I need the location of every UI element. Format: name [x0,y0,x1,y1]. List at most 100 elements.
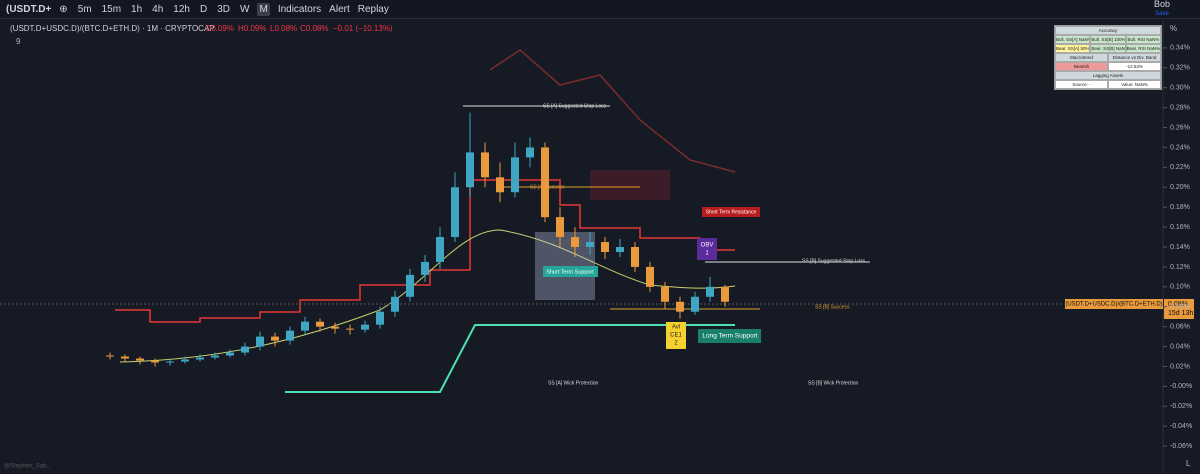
annotation: SS [B] Suggested Stop Loss [802,258,866,264]
axis-unit: % [1170,24,1177,33]
table-cell: -12.53% [1108,62,1161,71]
price-tag-bg [1164,299,1194,319]
y-tick-label: 0.04% [1170,343,1190,350]
legend-symbol: (USDT.D+USDC.D)/(BTC.D+ETH.D) · 1M · CRY… [10,24,215,33]
table-cell: Bull. SS[A] NaN% [1055,35,1091,44]
table-cell: Bull. RSI NaN% [1125,35,1161,44]
save-button[interactable]: Save [1155,11,1169,17]
candle-body [646,266,654,287]
user-name: Bob [1153,0,1170,9]
annotation: Avl [672,325,680,331]
lagging-line [489,49,736,173]
y-tick-label: 0.16% [1170,224,1190,231]
table-cell: Bear. RSI NaN% [1125,44,1161,53]
y-tick-label: -0.04% [1170,423,1192,430]
candle-body [226,352,234,356]
y-tick-label: -0.02% [1170,403,1192,410]
interval-button[interactable]: 1h [131,3,143,15]
y-tick-label: 0.02% [1170,363,1190,370]
user[interactable]: Bob Save [1154,0,1170,18]
obv-bg [697,238,717,260]
table-row: Lagging Assets [1055,71,1161,80]
toolbar: (USDT.D+ ⊕ 5m 15m 1h 4h 12h D 3D W M Indicators … [0,0,1200,19]
y-tick-label: -0.06% [1170,443,1192,450]
stats-table: Accuracy Bull. SS[A] NaN% Bull. SS[B] 100%… [1054,25,1162,90]
y-tick-label: 0.30% [1170,85,1190,92]
candle-body [586,242,594,247]
table-row: Bearish -12.53% [1055,62,1161,71]
table-cell: Distance vs Div. Band [1108,53,1161,62]
table-row: Source: - Value: NaN% [1055,80,1161,89]
y-tick-label: 0.08% [1170,304,1190,311]
y-tick-label: 0.06% [1170,323,1190,330]
candle-body [691,296,699,312]
candle-body [301,321,309,331]
candle-body [256,336,264,347]
candle-body [541,147,549,218]
candle-body [721,286,729,302]
table-cell: Macrotrend [1055,53,1108,62]
intervals: 5m 15m 1h 4h 12h D 3D W M [76,2,270,16]
candle-body [391,296,399,312]
candle-body [361,324,369,330]
y-tick-label: 0.20% [1170,184,1190,191]
interval-button[interactable]: 15m [101,3,122,15]
annotation: Short Term Support [546,269,594,275]
resistance-band [115,179,735,323]
table-cell: Bear. SS[B] NaN% [1090,44,1126,53]
candle-body [211,355,219,358]
candle-body [571,237,579,247]
candle-body [286,330,294,341]
table-cell: Value: NaN% [1108,80,1161,89]
y-tick-label: 0.34% [1170,45,1190,52]
candle-body [241,346,249,353]
annotation: 2 [674,341,678,347]
table-row: Macrotrend Distance vs Div. Band [1055,53,1161,62]
indicator-count[interactable]: 9 [16,37,21,46]
interval-button[interactable]: 5m [77,3,92,15]
annotation: Short Term Resistance [706,209,757,215]
y-tick-label: 0.12% [1170,264,1190,271]
candle-body [556,217,564,238]
annotation: SS [B] Wick Protection [808,380,859,386]
log-toggle[interactable]: L [1186,459,1191,468]
candle-body [316,321,324,327]
candle-body [676,301,684,312]
candle-body [511,157,519,193]
candle-body [616,247,624,252]
interval-button[interactable]: M [257,2,270,16]
candle-body [496,177,504,193]
table-cell: Bear. SS[A] 50% [1055,44,1091,53]
watermark: @Stephen_Sab... [4,464,52,470]
interval-button[interactable]: 12h [173,3,190,15]
replay-button[interactable]: Replay [357,3,389,15]
ce-bg [666,322,686,349]
interval-button[interactable]: D [199,3,208,15]
candle-body [601,242,609,252]
table-row: Bull. SS[A] NaN% Bull. SS[B] 100% Bull. RS… [1055,35,1161,44]
resistance-zone [590,170,670,200]
annotation: SS [B] Success [815,304,850,310]
candle-body [331,326,339,329]
indicators-button[interactable]: Indicators [277,3,322,15]
candle-body [421,261,429,275]
table-cell: Source: - [1055,80,1108,89]
legend-open: O0.09% [205,24,234,33]
alert-button[interactable]: Alert [329,3,350,15]
y-tick-label: 0.10% [1170,284,1190,291]
table-title: Accuracy [1055,26,1161,35]
candle-body [181,359,189,362]
symbol-search[interactable]: (USDT.D+ [6,3,52,15]
table-row: Bear. SS[A] 50% Bear. SS[B] NaN% Bear. RSI… [1055,44,1161,53]
candle-body [436,237,444,262]
legend-close: C0.08% [300,24,328,33]
annotation: 1 [705,251,709,257]
add-symbol[interactable]: ⊕ [59,3,68,15]
table-cell: Bearish [1055,62,1108,71]
interval-button[interactable]: W [240,3,250,15]
interval-button[interactable]: 3D [217,3,231,15]
annotation: Long Term Support [702,333,757,340]
interval-button[interactable]: 4h [152,3,164,15]
